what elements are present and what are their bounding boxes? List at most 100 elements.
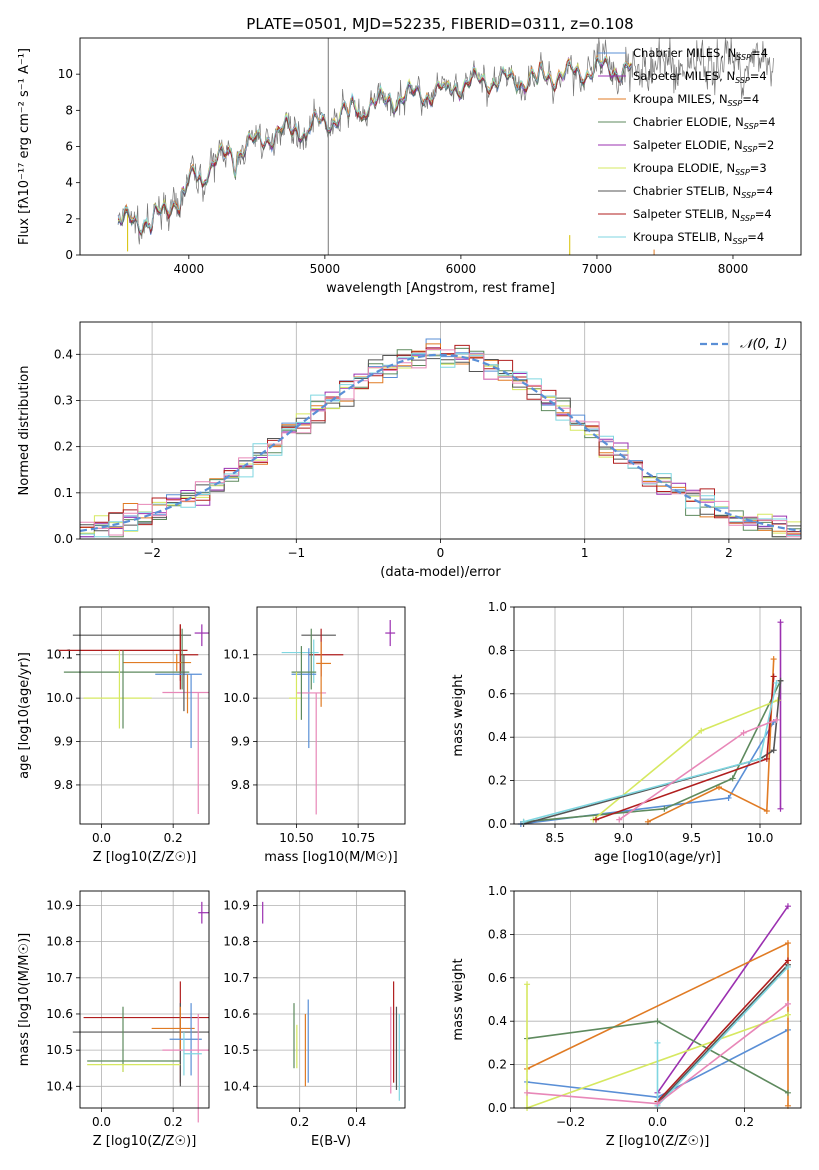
y-tick-label: 9.9 (54, 735, 73, 749)
weight-line-3 (647, 659, 775, 823)
x-tick-label: 9.5 (682, 831, 701, 845)
y-tick-label: 10.5 (223, 1043, 250, 1057)
weight-point (654, 1100, 661, 1107)
plot-area (262, 901, 400, 1101)
grid (80, 607, 209, 824)
weight-point (763, 755, 770, 762)
x-tick-label: 0 (437, 546, 445, 560)
y-tick-label: 10.1 (46, 648, 73, 662)
y-tick-label: 10.4 (46, 1079, 73, 1093)
y-axis-label: Flux [fλ10⁻¹⁷ erg cm⁻² s⁻¹ A⁻¹] (17, 48, 32, 245)
x-tick-label: 1 (581, 546, 589, 560)
x-axis-label: Z [log10(Z/Z☉)] (606, 1134, 710, 1149)
y-tick-label: 10.0 (223, 691, 250, 705)
spectrum-data-line (117, 37, 774, 245)
panel-spectrum: 4000 5000 6000 7000 8000 0 2 4 6 8 10 wavelength [A… (17, 37, 802, 296)
y-tick-label: 0.1 (54, 486, 73, 500)
legend: 𝒩(0, 1) (700, 337, 787, 352)
x-axis-label: (data-model)/error (380, 565, 501, 580)
weight-point (784, 940, 791, 947)
y-tick-label: 6 (65, 140, 73, 154)
estimate-marker (183, 1032, 202, 1076)
legend-label: Chabrier MILES, NSSP=4 (633, 46, 768, 62)
weight-point (654, 1039, 661, 1046)
estimate-marker (151, 1006, 195, 1051)
panel-age-vs-Z: 0.0 0.2 9.8 9.9 10.0 10.1 Z [log10(Z/Z☉)] age [… (17, 606, 210, 865)
weight-point (784, 1011, 791, 1018)
y-tick-label: 2 (65, 212, 73, 226)
y-tick-label: 0.3 (54, 393, 73, 407)
y-tick-label: 10.6 (46, 1007, 73, 1021)
y-tick-label: 1.0 (488, 884, 507, 898)
x-tick-label: 8.5 (545, 831, 564, 845)
weight-line-4 (523, 680, 782, 823)
axes-frame (256, 606, 406, 825)
legend-label: Kroupa ELODIE, NSSP=3 (633, 161, 767, 177)
estimate-marker (83, 650, 152, 729)
y-tick-label: 10.8 (223, 935, 250, 949)
grid (514, 606, 801, 825)
y-tick-label: 0.4 (488, 1014, 507, 1028)
y-tick-label: 10.5 (46, 1043, 73, 1057)
figure-title: PLATE=0501, MJD=52235, FIBERID=0311, z=0… (246, 15, 633, 33)
model-line-9 (117, 56, 632, 235)
estimate-marker (87, 1006, 181, 1072)
x-tick-label: 10.50 (279, 831, 313, 845)
weight-point (524, 981, 531, 988)
y-tick-label: 0.2 (54, 440, 73, 454)
estimate-marker (179, 624, 199, 690)
x-axis-label: E(B-V) (311, 1134, 351, 1149)
estimate-marker (87, 1063, 181, 1072)
weight-point (770, 656, 777, 663)
x-tick-label: −1 (287, 546, 305, 560)
y-tick-label: 0.6 (488, 687, 507, 701)
residual-histogram-9 (80, 349, 801, 538)
y-axis-label: mass [log10(M/M☉)] (17, 933, 32, 1066)
weight-line-7 (656, 959, 789, 1103)
legend-label: Kroupa MILES, NSSP=4 (633, 92, 759, 108)
y-tick-label: 4 (65, 176, 73, 190)
y-tick-label: 0.0 (54, 532, 73, 546)
y-tick-label: 10.1 (223, 648, 250, 662)
model-line-2 (117, 55, 632, 236)
legend-label: Salpeter STELIB, NSSP=4 (633, 207, 772, 223)
y-tick-label: 8 (65, 103, 73, 117)
weight-point (773, 716, 780, 723)
estimate-marker (162, 691, 209, 815)
panel-weight-vs-age: 8.5 9.0 9.5 10.0 0.0 0.2 0.4 0.6 0.8 1.0 age [log1… (451, 600, 802, 865)
y-tick-label: 0.8 (488, 643, 507, 657)
x-tick-label: 10.0 (747, 831, 774, 845)
y-tick-label: 10.4 (223, 1079, 250, 1093)
y-tick-label: 0.8 (488, 927, 507, 941)
grid (257, 891, 405, 1108)
y-tick-label: 10.7 (223, 971, 250, 985)
panel-age-vs-mass: 10.50 10.75 9.8 9.9 10.0 10.1 mass [log10(M/M☉… (223, 606, 406, 865)
weight-line-8 (656, 966, 789, 1108)
y-tick-label: 10.6 (223, 1007, 250, 1021)
weight-line-6 (523, 680, 782, 825)
y-tick-label: 0.4 (54, 347, 73, 361)
y-axis-label: age [log10(age/yr)] (17, 652, 32, 779)
weight-point (661, 805, 668, 812)
legend-label: Chabrier STELIB, NSSP=4 (633, 184, 773, 200)
x-tick-label: −0.2 (556, 1115, 585, 1129)
estimate-marker (291, 648, 317, 749)
plot-area (524, 903, 791, 1111)
y-tick-label: 0.0 (488, 1101, 507, 1115)
grid (257, 607, 405, 824)
estimate-marker (281, 639, 319, 683)
legend-label: Chabrier ELODIE, NSSP=4 (633, 115, 775, 131)
x-tick-label: 9.0 (614, 831, 633, 845)
model-line-3 (117, 54, 632, 234)
plot-area (517, 619, 784, 827)
weight-point (763, 807, 770, 814)
x-tick-label: 5000 (310, 262, 341, 276)
x-axis-label: Z [log10(Z/Z☉)] (93, 1134, 197, 1149)
panel-residuals: −2 −1 0 1 2 0.0 0.1 0.2 0.3 0.4 (data-model)/error… (17, 321, 802, 580)
normal-curve (79, 353, 802, 532)
estimate-marker (63, 628, 190, 690)
estimate-marker (169, 1003, 202, 1076)
x-tick-label: 0.2 (164, 1115, 183, 1129)
plot-area (58, 624, 209, 815)
weight-point (698, 727, 705, 734)
